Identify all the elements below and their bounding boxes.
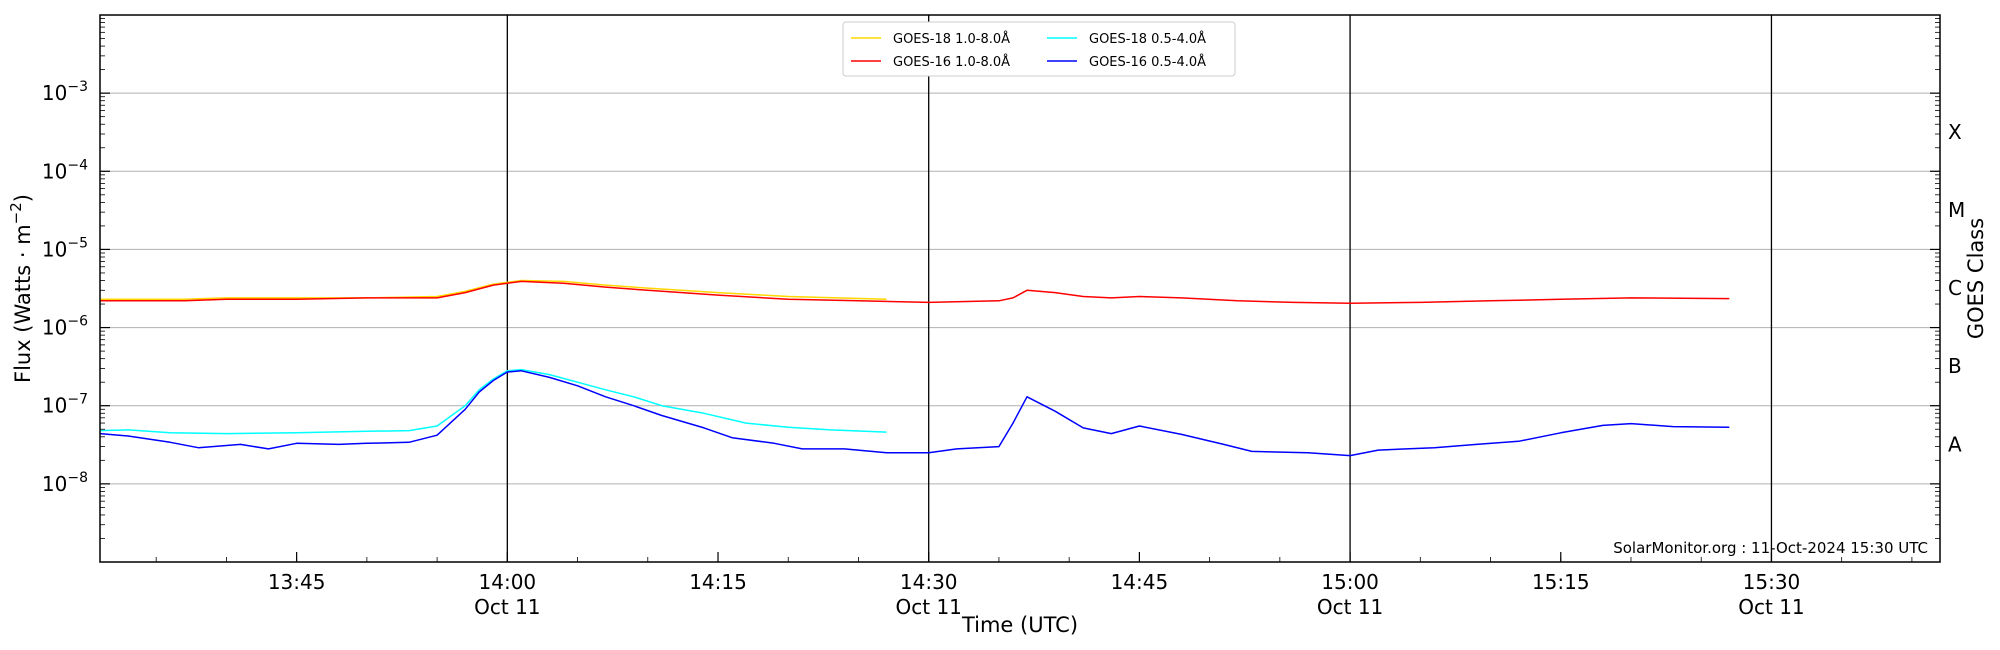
x-tick-label: 15:15 — [1532, 570, 1590, 594]
legend-entry: GOES-18 1.0-8.0Å — [893, 31, 1010, 47]
x-tick-label: 14:00 — [479, 570, 537, 594]
x-tick-date: Oct 11 — [1738, 595, 1804, 619]
y-tick-label: 10−3 — [42, 79, 88, 105]
legend-entry: GOES-18 0.5-4.0Å — [1089, 31, 1206, 47]
x-axis-label: Time (UTC) — [961, 613, 1078, 637]
series-layer — [99, 279, 1730, 457]
y2-axis-label: GOES Class — [1964, 218, 1988, 339]
goes-class-label: C — [1948, 276, 1962, 300]
footer-credit: SolarMonitor.org : 11-Oct-2024 15:30 UTC — [1613, 539, 1928, 557]
day-lines — [506, 15, 1773, 562]
legend-entry: GOES-16 1.0-8.0Å — [893, 54, 1010, 70]
x-tick-date: Oct 11 — [896, 595, 962, 619]
goes-class-labels: A B C M X — [1948, 120, 1965, 457]
x-tick-label: 15:30 — [1743, 570, 1801, 594]
legend-entry: GOES-16 0.5-4.0Å — [1089, 54, 1206, 70]
series-line — [99, 368, 887, 435]
y-tick-label: 10−4 — [42, 157, 88, 183]
legend: GOES-18 1.0-8.0Å GOES-18 0.5-4.0Å GOES-16 … — [842, 21, 1236, 77]
y-tick-label: 10−7 — [42, 392, 88, 418]
series-line — [99, 370, 1730, 457]
y-tick-label: 10−8 — [42, 470, 88, 496]
y-tick-label: 10−5 — [42, 235, 88, 261]
goes-class-label: A — [1948, 432, 1962, 456]
goes-class-label: M — [1948, 198, 1965, 222]
x-tick-label: 14:15 — [689, 570, 747, 594]
x-tick-label: 15:00 — [1321, 570, 1379, 594]
x-tick-label: 13:45 — [268, 570, 326, 594]
x-tick-label: 14:45 — [1111, 570, 1169, 594]
grid-layer — [100, 92, 1940, 485]
y-ticks: 10−8 10−7 10−6 10−5 10−4 10−3 — [42, 18, 1940, 539]
x-tick-date: Oct 11 — [474, 595, 540, 619]
series-line — [100, 280, 1730, 304]
x-tick-label: 14:30 — [900, 570, 958, 594]
legend-box — [842, 21, 1236, 77]
plot-frame — [99, 14, 1941, 563]
goes-class-label: B — [1948, 354, 1962, 378]
series-line — [100, 279, 887, 301]
y-axis-label: Flux (Watts · m−2) — [7, 194, 35, 383]
x-tick-date: Oct 11 — [1317, 595, 1383, 619]
y-tick-label: 10−6 — [42, 314, 88, 340]
goes-class-label: X — [1948, 120, 1962, 144]
